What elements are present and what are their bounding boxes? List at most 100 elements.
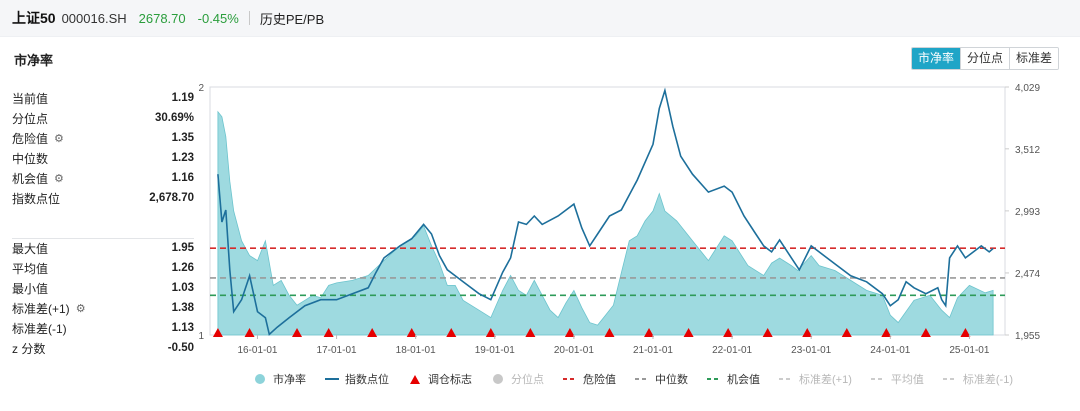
stat-label-text: 平均值 (12, 261, 49, 276)
tab-std-dev[interactable]: 标准差 (1009, 48, 1059, 69)
stat-value: 1.26 (171, 262, 194, 274)
stat-label: 平均值 (12, 260, 48, 277)
rebalance-marker (446, 328, 457, 337)
index-code: 000016.SH (61, 10, 127, 26)
stat-label: 当前值 (12, 90, 48, 107)
stat-value: 1.38 (171, 302, 194, 314)
tab-percentile[interactable]: 分位点 (960, 48, 1010, 69)
rebalance-marker (564, 328, 575, 337)
legend-item[interactable]: 中位数 (634, 371, 688, 387)
stats-divider (12, 238, 194, 239)
stat-label-text: 中位数 (12, 151, 49, 166)
stat-label-text: 危险值 (12, 131, 49, 146)
x-tick-label: 18-01-01 (396, 345, 436, 356)
stat-label: 指数点位 (12, 190, 60, 207)
rebalance-marker (762, 328, 773, 337)
x-tick-label: 23-01-01 (791, 345, 831, 356)
stat-label-text: 当前值 (12, 91, 49, 106)
y-left-tick-label: 1 (198, 331, 204, 342)
stat-value: 1.03 (171, 282, 194, 294)
current-stat-row: 中位数 1.23 (12, 148, 194, 168)
rebalance-marker (212, 328, 223, 337)
index-name: 上证50 (12, 10, 56, 26)
stat-label: z 分数 (12, 340, 45, 357)
gear-icon[interactable]: ⚙ (54, 132, 64, 145)
stat-value: 1.95 (171, 242, 194, 254)
legend-item[interactable]: 分位点 (490, 371, 544, 387)
history-pe-pb-title: 历史PE/PB (259, 11, 325, 27)
stat-label-text: 分位点 (12, 111, 49, 126)
metric-tabs: 市净率 分位点 标准差 (911, 47, 1060, 70)
stat-value: 1.23 (171, 152, 194, 164)
stat-value: -0.50 (167, 342, 194, 354)
legend-symbol (325, 378, 339, 380)
quote-header: 上证50 000016.SH 2678.70 -0.45% 历史PE/PB (0, 0, 1080, 36)
rebalance-marker (244, 328, 255, 337)
stat-value: 30.69% (154, 112, 194, 124)
legend-label: 危险值 (583, 374, 616, 386)
legend-symbol (493, 374, 503, 384)
legend-label: 指数点位 (345, 374, 389, 386)
rebalance-marker (683, 328, 694, 337)
y-right-tick-label: 2,993 (1015, 207, 1040, 218)
rebalance-marker (367, 328, 378, 337)
stat-label: 分位点 (12, 110, 48, 127)
y-left-tick-label: 2 (198, 83, 204, 94)
legend-item[interactable]: 平均值 (870, 371, 924, 387)
rebalance-marker (406, 328, 417, 337)
stat-value: 1.16 (171, 172, 194, 184)
legend-label: 标准差(+1) (799, 374, 852, 386)
index-change: -0.45% (197, 10, 239, 26)
current-stat-row: 危险值 ⚙ 1.35 (12, 128, 194, 148)
legend-item[interactable]: 指数点位 (324, 371, 389, 387)
legend-item[interactable]: 危险值 (562, 371, 616, 387)
history-stat-row: 标准差(+1) ⚙ 1.38 (12, 298, 194, 318)
index-price: 2678.70 (138, 10, 186, 26)
rebalance-marker (841, 328, 852, 337)
legend-item[interactable]: 市净率 (252, 371, 306, 387)
rebalance-marker (644, 328, 655, 337)
legend-item[interactable]: 机会值 (706, 371, 760, 387)
current-stat-row: 指数点位 2,678.70 (12, 188, 194, 208)
history-stat-row: 平均值 1.26 (12, 258, 194, 278)
legend-symbol (410, 375, 420, 384)
chart-legend: 市净率 指数点位 调仓标志 分位点 危险值 中位数 机会值 标准差(+1) 平均值 标准差(-1) (252, 371, 1013, 387)
gear-icon[interactable]: ⚙ (75, 302, 86, 315)
y-right-tick-label: 4,029 (1015, 83, 1040, 94)
stat-label: 最大值 (12, 240, 48, 257)
legend-label: 调仓标志 (428, 374, 472, 386)
gear-icon[interactable]: ⚙ (54, 172, 64, 185)
y-right-tick-label: 1,955 (1015, 331, 1040, 342)
rebalance-marker (802, 328, 813, 337)
pb-area-series (217, 110, 994, 336)
x-tick-label: 17-01-01 (317, 345, 357, 356)
stat-label-text: 标准差(-1) (12, 321, 67, 336)
tab-pb[interactable]: 市净率 (912, 48, 961, 69)
stat-label-text: 最大值 (12, 241, 49, 256)
stat-label-text: 机会值 (12, 171, 49, 186)
legend-item[interactable]: 标准差(-1) (942, 371, 1013, 387)
stat-label-text: 标准差(+1) (12, 301, 70, 316)
current-stat-row: 分位点 30.69% (12, 108, 194, 128)
stat-label: 标准差(+1) ⚙ (12, 300, 86, 317)
x-tick-label: 21-01-01 (633, 345, 673, 356)
stat-value: 1.19 (171, 92, 194, 104)
y-right-tick-label: 2,474 (1015, 269, 1040, 280)
rebalance-marker (960, 328, 971, 337)
rebalance-marker (920, 328, 931, 337)
index-line-series (217, 87, 994, 336)
rebalance-marker (292, 328, 303, 337)
legend-item[interactable]: 标准差(+1) (778, 371, 852, 387)
x-tick-label: 25-01-01 (949, 345, 989, 356)
rebalance-marker (723, 328, 734, 337)
stat-label: 标准差(-1) (12, 320, 67, 337)
legend-label: 平均值 (890, 374, 924, 386)
x-tick-label: 16-01-01 (237, 345, 277, 356)
stat-label: 中位数 (12, 150, 48, 167)
stat-label: 危险值 ⚙ (12, 130, 64, 147)
legend-item[interactable]: 调仓标志 (407, 371, 472, 387)
history-stat-row: 标准差(-1) 1.13 (12, 318, 194, 338)
legend-label: 分位点 (511, 374, 544, 386)
rebalance-marker (485, 328, 496, 337)
rebalance-marker (881, 328, 892, 337)
